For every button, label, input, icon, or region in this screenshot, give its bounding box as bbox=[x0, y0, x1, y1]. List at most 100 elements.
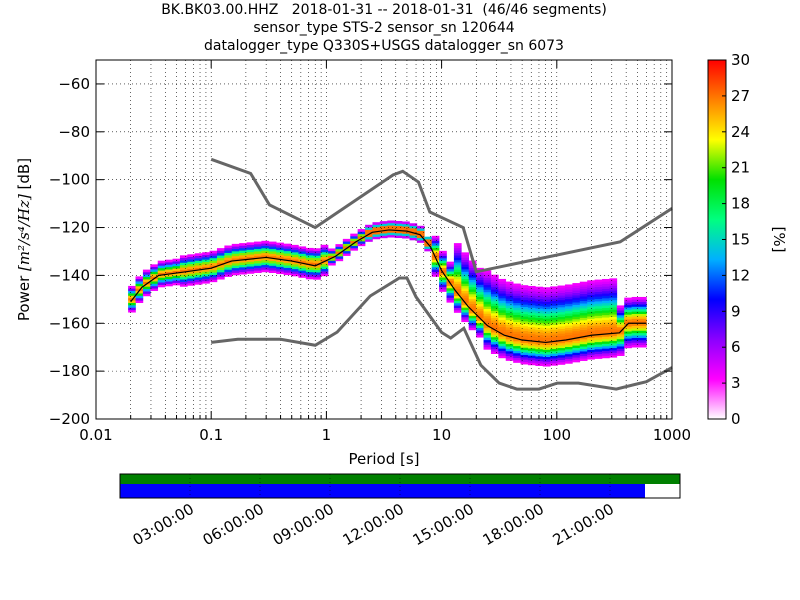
heatmap-cell bbox=[365, 227, 373, 230]
heatmap-cell bbox=[550, 331, 558, 335]
heatmap-cell bbox=[594, 291, 603, 295]
segment-bar-tick-label: 03:00:00 bbox=[130, 500, 197, 549]
heatmap-cell bbox=[476, 294, 484, 297]
heatmap-cell bbox=[461, 297, 470, 301]
heatmap-cell bbox=[542, 308, 551, 312]
heatmap-cell bbox=[572, 359, 581, 363]
heatmap-cell bbox=[624, 345, 632, 349]
heatmap-cell bbox=[542, 359, 551, 362]
heatmap-cell bbox=[187, 266, 196, 269]
heatmap-cell bbox=[461, 309, 470, 313]
heatmap-cell bbox=[520, 330, 529, 334]
heatmap-cell bbox=[542, 361, 551, 365]
heatmap-cell bbox=[616, 350, 625, 354]
heatmap-cell bbox=[505, 283, 514, 287]
heatmap-cell bbox=[261, 245, 270, 249]
heatmap-cell bbox=[150, 281, 159, 284]
heatmap-cell bbox=[305, 267, 314, 270]
heatmap-cell bbox=[557, 316, 566, 320]
heatmap-cell bbox=[357, 243, 366, 247]
heatmap-cell bbox=[283, 255, 292, 259]
heatmap-cell bbox=[639, 330, 647, 334]
heatmap-cell bbox=[594, 341, 603, 345]
heatmap-cell bbox=[572, 328, 581, 332]
heatmap-cell bbox=[453, 262, 462, 265]
heatmap-cell bbox=[557, 352, 566, 356]
heatmap-cell bbox=[602, 350, 610, 354]
heatmap-cell bbox=[320, 259, 329, 262]
heatmap-cell bbox=[513, 355, 521, 359]
heatmap-cell bbox=[476, 332, 484, 336]
heatmap-cell bbox=[379, 221, 388, 224]
heatmap-cell bbox=[298, 272, 307, 276]
heatmap-cell bbox=[550, 341, 558, 345]
heatmap-cell bbox=[505, 334, 514, 337]
heatmap-cell bbox=[298, 251, 307, 254]
heatmap-cell bbox=[564, 358, 573, 362]
heatmap-cell bbox=[350, 247, 358, 251]
heatmap-cell bbox=[468, 327, 477, 331]
heatmap-cell bbox=[535, 313, 544, 316]
heatmap-cell bbox=[594, 351, 603, 355]
heatmap-cell bbox=[564, 315, 573, 319]
heatmap-cell bbox=[505, 358, 514, 361]
heatmap-cell bbox=[572, 326, 581, 329]
heatmap-cell bbox=[602, 331, 610, 335]
heatmap-cell bbox=[505, 281, 514, 285]
heatmap-cell bbox=[194, 262, 203, 266]
heatmap-cell bbox=[246, 242, 255, 246]
heatmap-cell bbox=[557, 295, 566, 298]
heatmap-cell bbox=[490, 284, 499, 287]
heatmap-cell bbox=[446, 287, 455, 291]
heatmap-cell bbox=[542, 344, 551, 348]
heatmap-cell bbox=[431, 240, 440, 244]
heatmap-cell bbox=[609, 316, 618, 320]
heatmap-cell bbox=[172, 282, 181, 286]
heatmap-cell bbox=[513, 345, 521, 349]
heatmap-cell bbox=[631, 301, 640, 305]
heatmap-cell bbox=[513, 324, 521, 327]
heatmap-cell bbox=[505, 341, 514, 345]
heatmap-cell bbox=[320, 251, 329, 255]
heatmap-cell bbox=[483, 313, 492, 317]
heatmap-cell bbox=[557, 290, 566, 293]
heatmap-cell bbox=[564, 284, 573, 288]
heatmap-cell bbox=[513, 338, 521, 342]
heatmap-cell bbox=[194, 277, 203, 280]
heatmap-cell bbox=[505, 298, 514, 302]
heatmap-cell bbox=[564, 329, 573, 333]
heatmap-cell bbox=[572, 287, 581, 291]
heatmap-cell bbox=[439, 277, 447, 280]
heatmap-cell bbox=[216, 262, 225, 266]
heatmap-cell bbox=[379, 228, 388, 232]
heatmap-cell bbox=[527, 319, 536, 323]
heatmap-cell bbox=[431, 274, 440, 277]
heatmap-cell bbox=[557, 328, 566, 332]
heatmap-cell bbox=[527, 307, 536, 311]
heatmap-cell bbox=[157, 282, 166, 285]
heatmap-cell bbox=[490, 296, 499, 299]
heatmap-cell bbox=[513, 307, 521, 311]
heatmap-cell bbox=[246, 263, 255, 267]
heatmap-cell bbox=[202, 278, 210, 282]
heatmap-cell bbox=[609, 350, 618, 353]
heatmap-cell bbox=[150, 264, 159, 268]
heatmap-cell bbox=[483, 308, 492, 312]
heatmap-cell bbox=[402, 235, 410, 239]
heatmap-cell bbox=[579, 334, 588, 338]
heatmap-cell bbox=[453, 307, 462, 311]
heatmap-cell bbox=[513, 283, 521, 287]
heatmap-cell bbox=[624, 321, 632, 325]
heatmap-cell bbox=[513, 309, 521, 313]
heatmap-cell bbox=[594, 317, 603, 321]
heatmap-cell bbox=[639, 311, 647, 314]
heatmap-cell bbox=[579, 351, 588, 354]
heatmap-cell bbox=[431, 262, 440, 265]
heatmap-cell bbox=[453, 300, 462, 304]
heatmap-cell bbox=[350, 236, 358, 239]
heatmap-cell bbox=[468, 320, 477, 324]
heatmap-cell bbox=[498, 341, 507, 344]
heatmap-cell bbox=[631, 332, 640, 336]
heatmap-cell bbox=[527, 302, 536, 306]
heatmap-cell bbox=[468, 315, 477, 319]
